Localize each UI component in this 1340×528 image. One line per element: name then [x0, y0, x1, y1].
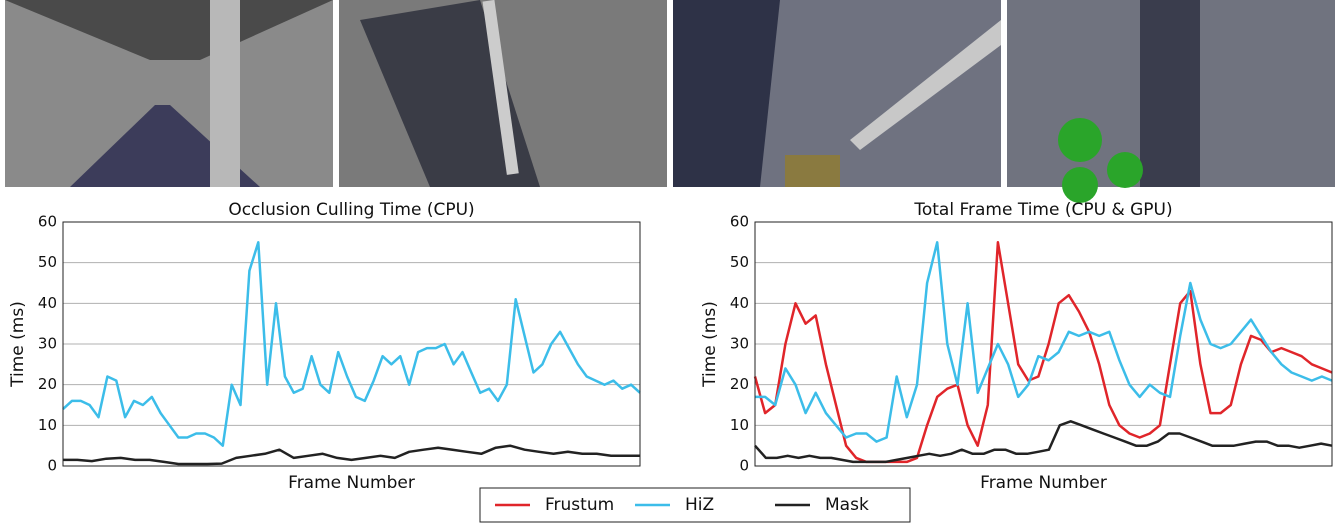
- series-line: [755, 242, 1332, 441]
- y-tick-label: 30: [730, 335, 749, 353]
- legend: Frustum HiZ Mask: [480, 488, 910, 522]
- image-detail: [785, 155, 840, 187]
- image-detail: [1062, 167, 1098, 203]
- y-tick-label: 20: [730, 375, 749, 393]
- image-detail: [1140, 0, 1200, 187]
- image-detail: [210, 0, 240, 187]
- legend-label: HiZ: [685, 495, 714, 515]
- chart-title: Total Frame Time (CPU & GPU): [913, 200, 1172, 220]
- legend-label: Frustum: [545, 495, 614, 515]
- y-tick-label: 10: [730, 416, 749, 434]
- series-line: [755, 242, 1332, 462]
- y-tick-label: 30: [38, 335, 57, 353]
- image-detail: [1058, 118, 1102, 162]
- y-tick-label: 20: [38, 375, 57, 393]
- x-axis-label: Frame Number: [980, 473, 1107, 493]
- y-tick-label: 60: [38, 213, 57, 231]
- y-tick-label: 40: [38, 294, 57, 312]
- y-tick-label: 40: [730, 294, 749, 312]
- y-tick-label: 0: [47, 457, 57, 475]
- image-detail: [1107, 152, 1143, 188]
- y-tick-label: 0: [739, 457, 749, 475]
- y-tick-label: 50: [38, 253, 57, 271]
- y-axis-label: Time (ms): [700, 301, 720, 388]
- y-tick-label: 60: [730, 213, 749, 231]
- y-tick-label: 10: [38, 416, 57, 434]
- page: {"chart_data": [ {"type": "line", "title…: [0, 0, 1340, 528]
- figure: Frustum HiZ Mask Occlusion Culling Time (C…: [0, 0, 1340, 524]
- series-line: [63, 446, 640, 464]
- render-images: [5, 0, 1335, 203]
- y-tick-label: 50: [730, 253, 749, 271]
- legend-label: Mask: [825, 495, 869, 515]
- chart-title: Occlusion Culling Time (CPU): [228, 200, 474, 220]
- x-axis-label: Frame Number: [288, 473, 415, 493]
- y-axis-label: Time (ms): [8, 301, 28, 388]
